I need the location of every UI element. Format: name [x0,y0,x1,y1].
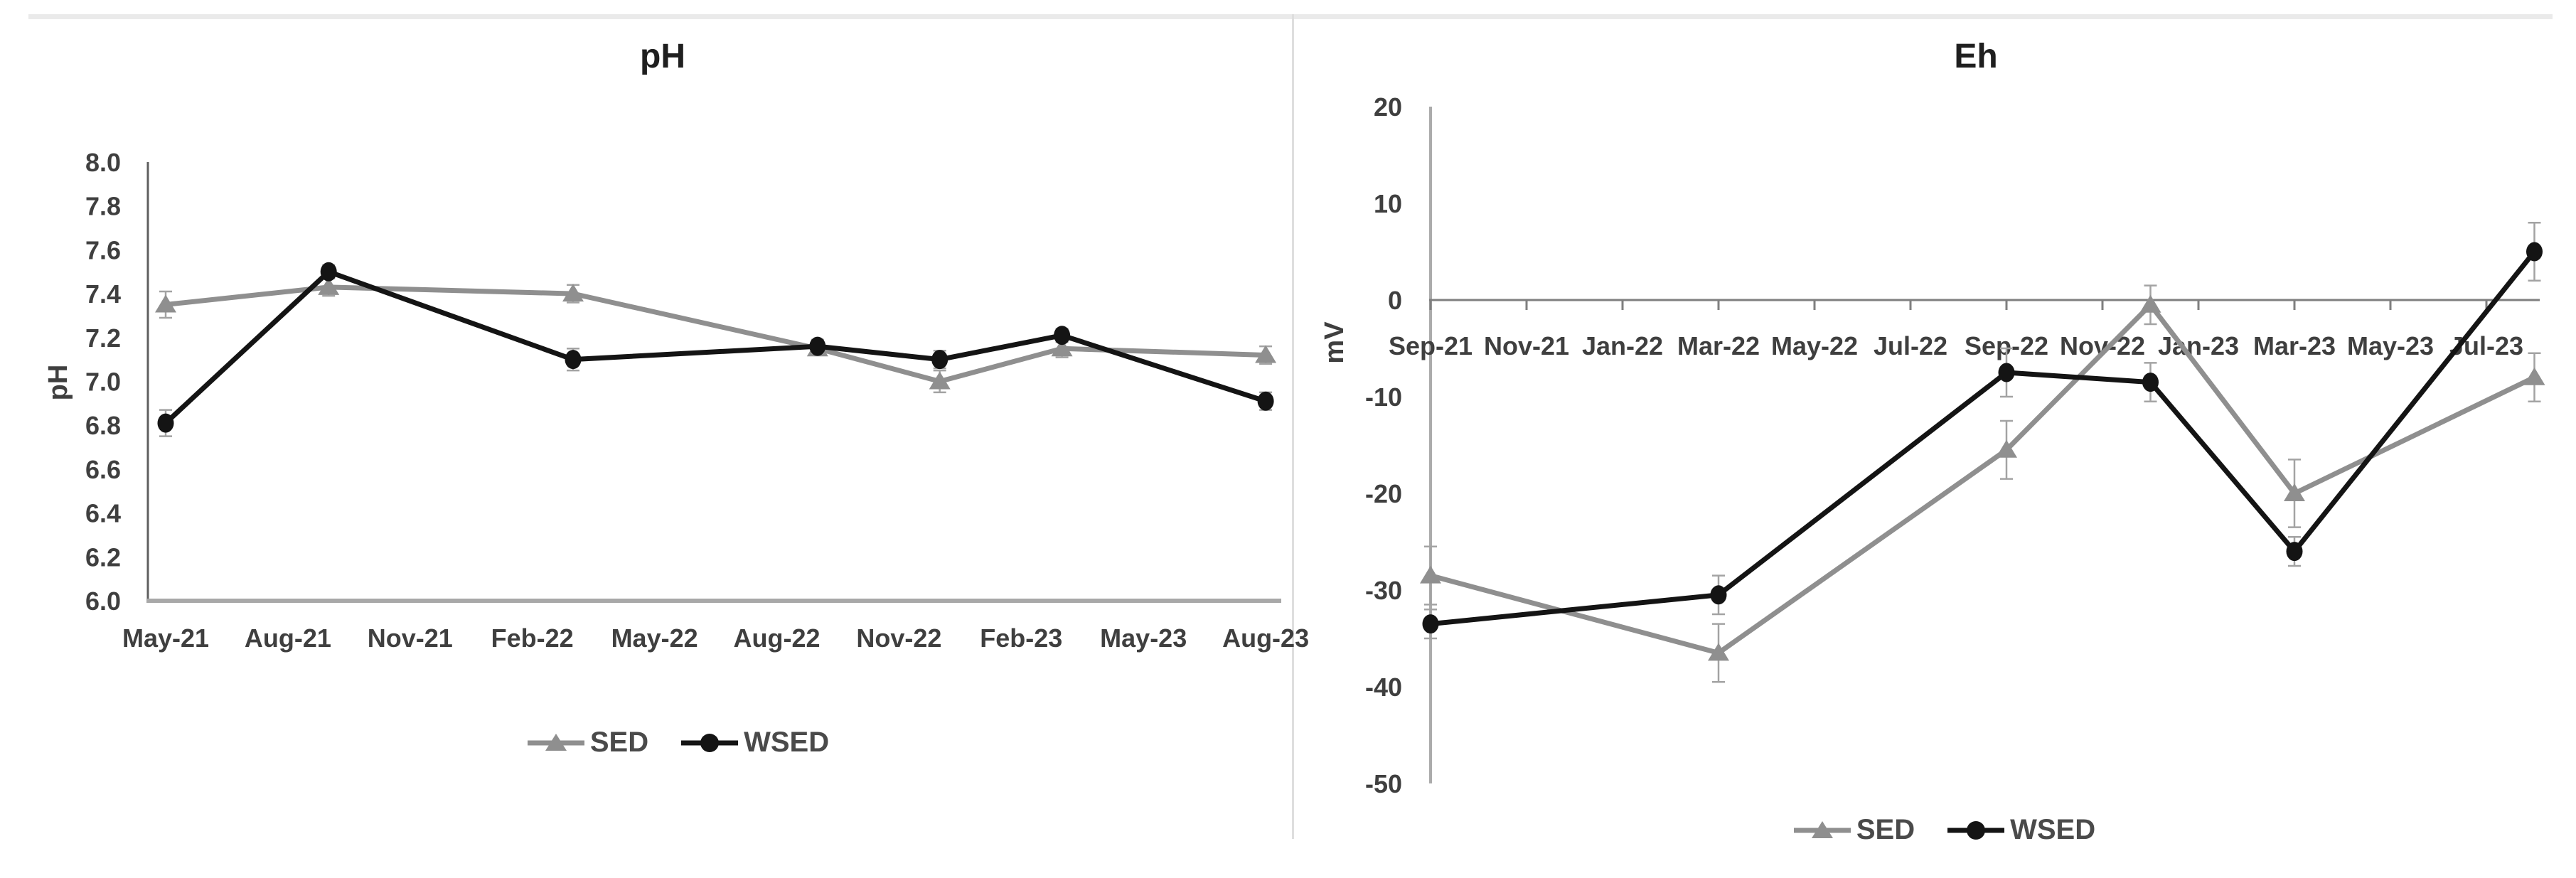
wsed-marker [1257,391,1274,411]
eh-y-axis-title: mV [1319,321,1350,364]
Eh-y-tick-label: -10 [1365,382,1402,412]
wsed-marker [2286,542,2303,562]
pH-x-tick-label: May-21 [122,623,209,653]
wsed-circle-marker-icon [681,733,739,752]
wsed-marker [1710,585,1727,605]
wsed-line [1430,250,2537,627]
ph-legend-label-sed: SED [589,727,649,758]
pH-y-tick-label: 6.4 [85,499,121,528]
wsed-marker [809,336,826,356]
sed-marker [1708,643,1729,661]
Eh-x-tick-label: Jul-22 [1874,331,1947,360]
ph-chart-title: pH [640,38,685,75]
pH-x-tick-label: Aug-22 [733,623,820,653]
Eh-y-tick-label: -30 [1365,576,1402,605]
eh-chart-title: Eh [1954,38,1998,75]
wsed-marker [2526,242,2543,262]
wsed-marker [2142,373,2159,392]
pH-y-tick-label: 7.4 [85,279,121,309]
sed-marker [155,294,176,313]
Eh-y-tick-label: 10 [1374,189,1402,218]
pH-x-tick-label: Aug-23 [1222,623,1309,653]
pH-x-tick-label: Nov-21 [368,623,453,653]
Eh-y-tick-label: 20 [1374,92,1402,122]
Eh-x-tick-label: Mar-22 [1677,331,1760,360]
Eh-x-tick-label: Mar-23 [2253,331,2336,360]
pH-x-tick-label: May-22 [611,623,698,653]
Eh-y-tick-label: -40 [1365,673,1402,702]
sed-line [165,284,1266,385]
sed-marker [1420,565,1441,584]
panel-divider-line [1292,14,1294,839]
wsed-marker [1054,326,1071,346]
wsed-marker [1422,614,1439,634]
sed-triangle-marker-icon [1793,820,1851,838]
Eh-x-tick-label: May-23 [2347,331,2434,360]
pH-y-tick-label: 6.6 [85,455,121,484]
pH-x-tick-label: May-23 [1100,623,1187,653]
sed-marker [2523,367,2545,385]
Eh-x-tick-label: May-22 [1771,331,1858,360]
wsed-circle-marker-icon [1947,820,2005,840]
eh-legend-label-wsed: WSED [2010,814,2096,845]
pH-y-tick-label: 7.0 [85,367,121,396]
pH-y-tick-label: 6.2 [85,542,121,572]
Eh-y-tick-label: -20 [1365,479,1402,508]
ph-y-axis-title: pH [43,364,73,401]
ph-legend-item-sed: SED [526,727,648,759]
eh-legend-item-wsed: WSED [1946,814,2095,846]
Eh-x-tick-label: Jan-23 [2158,331,2239,360]
pH-y-tick-label: 7.6 [85,235,121,264]
pH-y-tick-label: 7.2 [85,323,121,353]
sed-marker [318,277,340,295]
sed-marker [1996,439,2017,458]
pH-y-tick-label: 6.8 [85,411,121,440]
eh-legend-label-sed: SED [1856,814,1915,845]
wsed-marker [565,350,582,370]
pH-x-tick-label: Nov-22 [856,623,941,653]
wsed-marker [931,350,948,370]
sed-marker [1051,338,1073,357]
wsed-marker [320,262,337,282]
wsed-marker [157,413,174,433]
pH-x-tick-label: Feb-22 [491,623,574,653]
Eh-x-tick-label: Nov-21 [1484,331,1569,360]
pH-y-tick-label: 8.0 [85,148,121,177]
Eh-y-tick-label: 0 [1388,286,1402,315]
sed-marker [2284,483,2305,501]
wsed-marker [1998,363,2015,382]
pH-y-tick-label: 6.0 [85,587,121,616]
top-border-line [28,14,2553,19]
eh-legend-item-sed: SED [1792,814,1915,846]
Eh-y-tick-label: -50 [1365,769,1402,798]
pH-x-tick-label: Feb-23 [980,623,1062,653]
pH-x-tick-label: Aug-21 [245,623,331,653]
Eh-x-tick-label: Sep-21 [1389,331,1473,360]
eh-legend: SED WSED [1660,814,2228,846]
pH-y-tick-label: 7.8 [85,192,121,221]
sed-triangle-marker-icon [527,733,584,751]
sed-marker [1255,345,1277,363]
ph-legend-label-wsed: WSED [744,727,830,758]
sed-marker [562,284,584,302]
ph-legend: SED WSED [393,727,962,759]
ph-legend-item-wsed: WSED [680,727,829,759]
Eh-x-tick-label: Jan-22 [1582,331,1663,360]
sed-marker [929,371,951,390]
sed-marker [2139,294,2161,313]
